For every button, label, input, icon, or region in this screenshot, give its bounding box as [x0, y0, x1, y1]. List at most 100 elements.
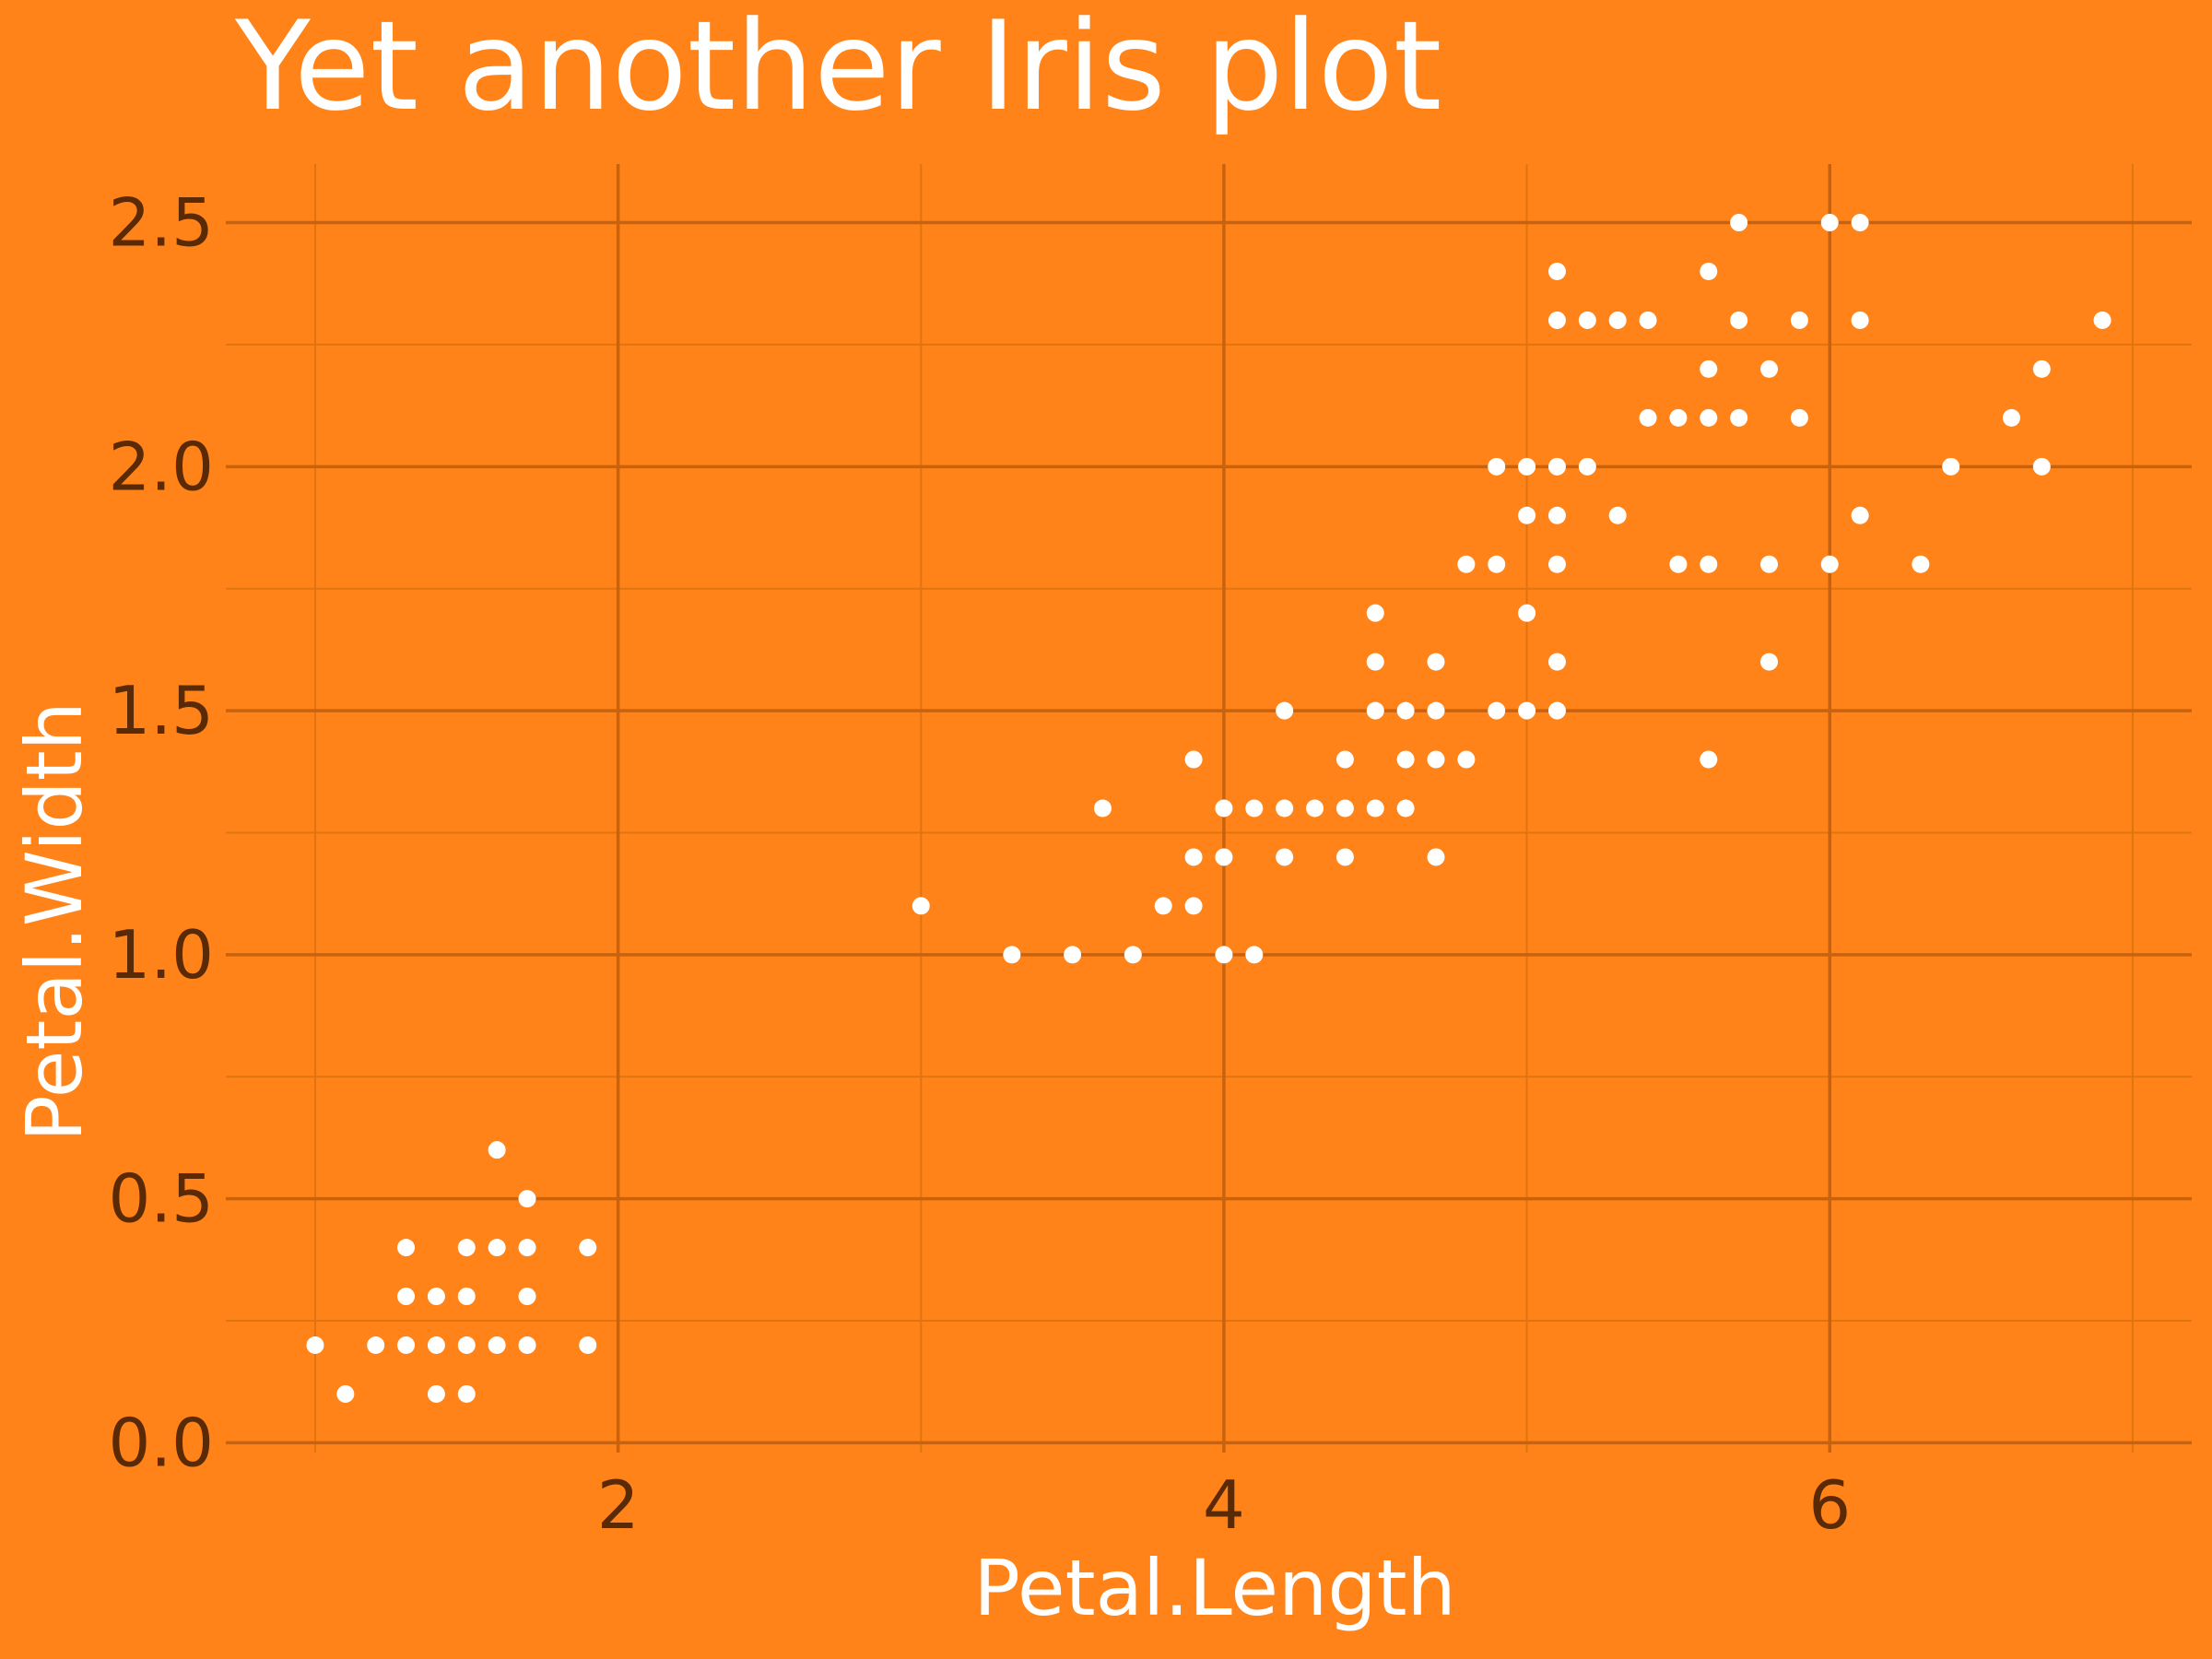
- data-point: [1518, 457, 1536, 476]
- data-point: [1457, 555, 1476, 573]
- x-tick-label: 4: [1203, 1466, 1245, 1544]
- data-point: [397, 1239, 416, 1257]
- data-point: [1912, 555, 1930, 573]
- data-point: [1003, 946, 1021, 964]
- chart-title: Yet another Iris plot: [234, 0, 1441, 138]
- data-point: [488, 1239, 506, 1257]
- data-point: [1547, 653, 1566, 671]
- data-point: [1518, 506, 1536, 524]
- data-point: [1154, 897, 1172, 915]
- data-point: [1547, 506, 1566, 524]
- data-point: [2032, 457, 2051, 476]
- data-point: [427, 1288, 445, 1306]
- data-point: [1730, 408, 1748, 427]
- data-point: [1700, 408, 1718, 427]
- data-point: [1427, 750, 1445, 769]
- data-point: [1488, 457, 1506, 476]
- data-point: [1639, 408, 1657, 427]
- data-point: [579, 1336, 597, 1354]
- y-tick-label: 0.5: [108, 1160, 214, 1238]
- data-point: [579, 1239, 597, 1257]
- data-point: [1366, 653, 1384, 671]
- y-tick-label: 2.5: [108, 184, 214, 262]
- data-point: [306, 1336, 324, 1354]
- data-point: [1335, 799, 1354, 818]
- data-point: [1124, 946, 1142, 964]
- data-point: [1700, 555, 1718, 573]
- data-point: [518, 1239, 536, 1257]
- data-point: [1366, 701, 1384, 720]
- data-point: [367, 1336, 385, 1354]
- data-point: [2093, 311, 2112, 329]
- data-point: [518, 1190, 536, 1208]
- data-point: [1306, 799, 1324, 818]
- data-point: [1820, 555, 1839, 573]
- data-point: [518, 1336, 536, 1354]
- data-point: [1427, 701, 1445, 720]
- x-tick-label: 6: [1808, 1466, 1851, 1544]
- data-point: [1760, 359, 1779, 378]
- data-point: [1457, 750, 1476, 769]
- x-axis-label: Petal.Length: [973, 1543, 1456, 1633]
- data-point: [1790, 408, 1808, 427]
- y-tick-label: 1.0: [108, 916, 214, 994]
- data-point: [1366, 799, 1384, 818]
- data-point: [457, 1288, 476, 1306]
- data-point: [1335, 750, 1354, 769]
- data-point: [1335, 848, 1354, 866]
- data-point: [1396, 701, 1415, 720]
- data-point: [1790, 311, 1808, 329]
- data-point: [457, 1336, 476, 1354]
- data-point: [1215, 799, 1233, 818]
- data-point: [1427, 848, 1445, 866]
- data-point: [1730, 214, 1748, 232]
- data-point: [1700, 263, 1718, 280]
- data-point: [1518, 701, 1536, 720]
- data-point: [1396, 799, 1415, 818]
- data-point: [1396, 750, 1415, 769]
- data-point: [1760, 653, 1779, 671]
- data-point: [518, 1288, 536, 1306]
- data-point: [1184, 848, 1203, 866]
- tick-labels: 0.0 0.5 1.0 1.5 2.0 2.5 2 4 6: [108, 184, 1851, 1544]
- data-point: [1730, 311, 1748, 329]
- data-point: [1608, 506, 1627, 524]
- y-tick-label: 1.5: [108, 672, 214, 749]
- data-point: [1942, 457, 1960, 476]
- data-point: [1276, 799, 1294, 818]
- data-point: [1578, 457, 1596, 476]
- data-point: [1184, 750, 1203, 769]
- data-point: [488, 1336, 506, 1354]
- data-point: [397, 1288, 416, 1306]
- y-tick-label: 0.0: [108, 1404, 214, 1481]
- data-point: [1184, 897, 1203, 915]
- data-point: [1669, 555, 1688, 573]
- data-point: [1276, 848, 1294, 866]
- data-point: [1851, 214, 1869, 232]
- data-point: [2032, 359, 2051, 378]
- data-point: [1488, 555, 1506, 573]
- data-point: [1851, 311, 1869, 329]
- data-point: [488, 1141, 506, 1159]
- data-point: [457, 1239, 476, 1257]
- data-point: [1820, 214, 1839, 232]
- data-point: [1427, 653, 1445, 671]
- x-tick-label: 2: [597, 1466, 640, 1544]
- data-point: [1608, 311, 1627, 329]
- data-points: [306, 214, 2112, 1403]
- data-point: [457, 1384, 476, 1403]
- data-point: [1064, 946, 1082, 964]
- data-point: [1276, 701, 1294, 720]
- data-point: [1547, 555, 1566, 573]
- data-point: [1215, 848, 1233, 866]
- data-point: [1488, 701, 1506, 720]
- data-point: [427, 1336, 445, 1354]
- data-point: [1245, 946, 1264, 964]
- data-point: [1669, 408, 1688, 427]
- data-point: [1700, 359, 1718, 378]
- data-point: [1547, 457, 1566, 476]
- data-point: [1760, 555, 1779, 573]
- data-point: [1639, 311, 1657, 329]
